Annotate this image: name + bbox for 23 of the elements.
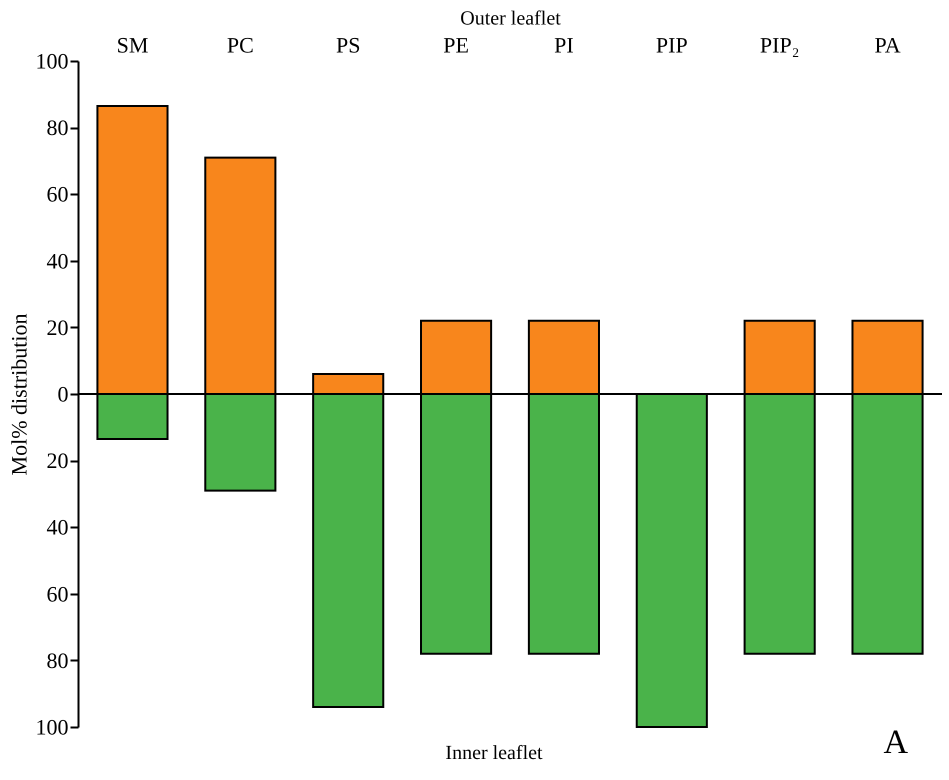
text: Inner leaflet xyxy=(445,742,544,764)
y-tick-label: 60 xyxy=(46,182,68,207)
y-tick-label: 80 xyxy=(46,115,68,140)
x-tick-label: PC xyxy=(226,32,254,58)
y-tick-label: 40 xyxy=(46,514,68,540)
y-tick-label: 100 xyxy=(36,48,68,74)
x-tick-label: PIP₂ xyxy=(760,32,800,58)
y-tick-label: 20 xyxy=(46,314,68,340)
x-tick-label: PA xyxy=(874,32,901,58)
x-tick-label: SM xyxy=(116,32,148,58)
annotation: A xyxy=(883,724,908,761)
x-tick-label: PE xyxy=(443,32,469,58)
y-tick-label: 80 xyxy=(46,648,68,673)
x-tick-label: PI xyxy=(554,32,574,58)
y-axis-title: Mol% distribution xyxy=(6,314,32,476)
y-tick-label: 100 xyxy=(36,714,68,740)
y-tick-label: 0 xyxy=(58,382,68,406)
x-tick-label: PS xyxy=(336,32,360,58)
x-axis-title: Outer leaflet xyxy=(460,8,562,30)
y-tick-label: 20 xyxy=(46,448,68,474)
y-tick-label: 60 xyxy=(46,581,68,606)
x-tick-label: PIP xyxy=(656,32,688,58)
y-tick-label: 40 xyxy=(46,248,68,274)
